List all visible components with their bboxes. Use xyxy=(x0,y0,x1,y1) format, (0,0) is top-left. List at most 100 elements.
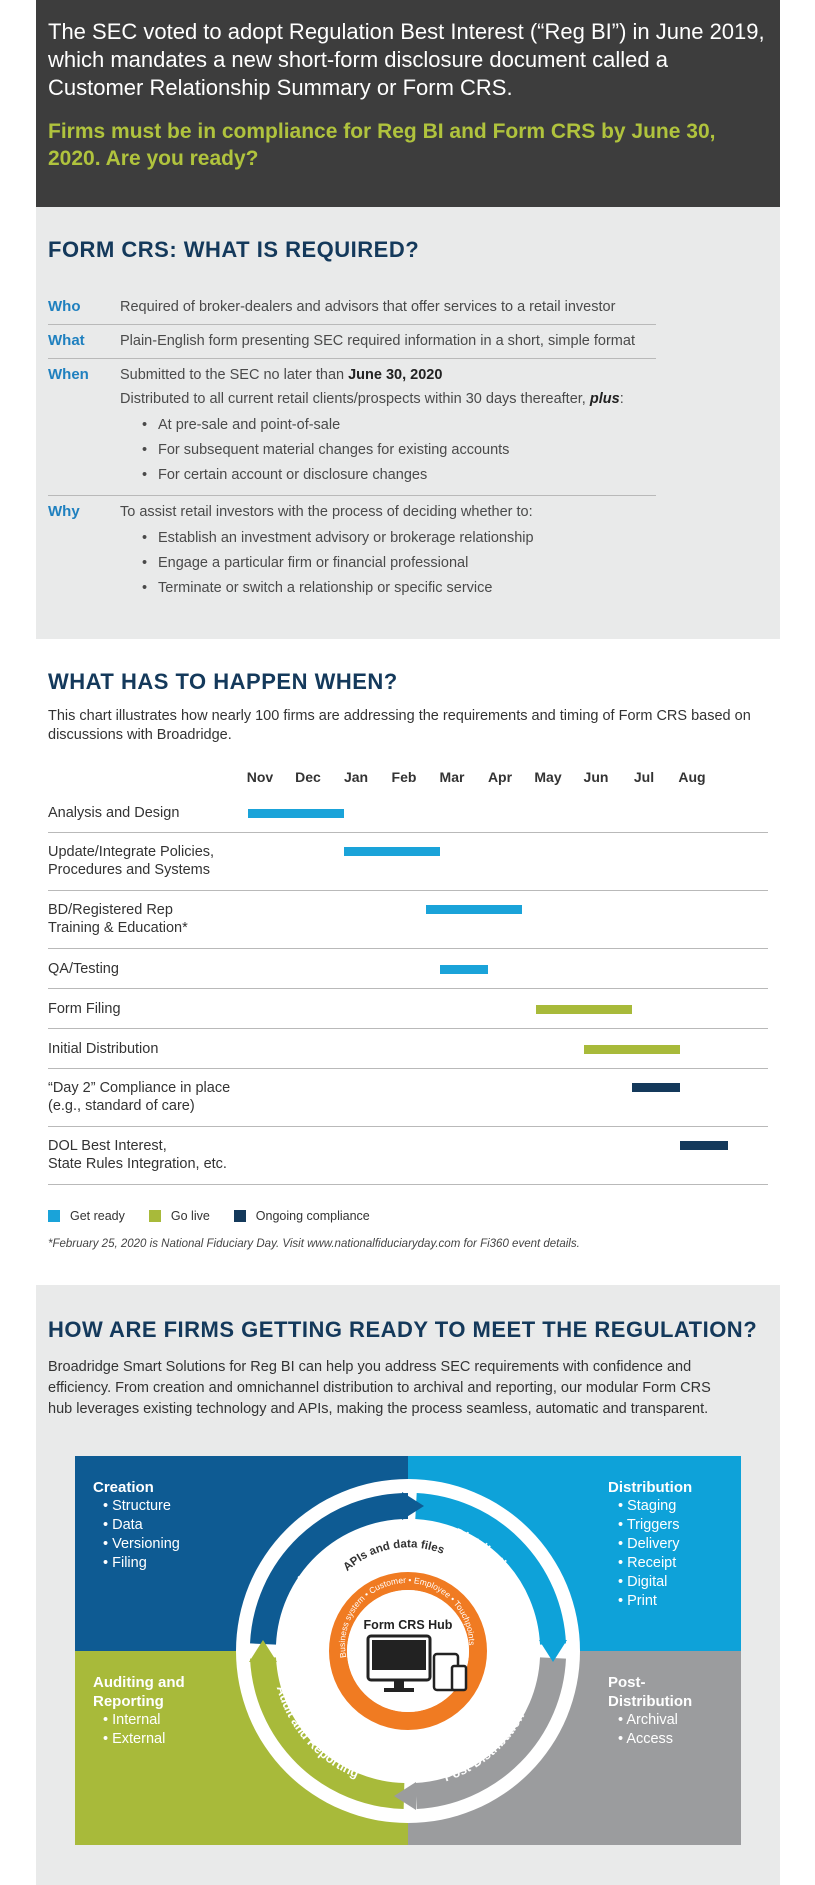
when-text-2: Distributed to all current retail client… xyxy=(120,391,590,407)
readiness-description: Broadridge Smart Solutions for Reg BI ca… xyxy=(48,1359,711,1417)
when-plus: plus xyxy=(589,391,620,407)
readiness-section: HOW ARE FIRMS GETTING READY TO MEET THE … xyxy=(36,1285,780,1885)
arrow-down-icon xyxy=(539,1640,567,1662)
ring-segment-audit xyxy=(250,1657,405,1809)
task-bar xyxy=(440,965,488,974)
task-label: DOL Best Interest, State Rules Integratio… xyxy=(48,1138,227,1172)
legend-item: Go live xyxy=(148,1209,210,1223)
hub-ring xyxy=(329,1572,487,1730)
quadrant-list: Staging Triggers Delivery Receipt Digita… xyxy=(608,1497,723,1611)
gantt-rows: Analysis and Design Update/Integrate Poli… xyxy=(48,793,768,1185)
month-label-may: May xyxy=(534,769,562,785)
list-item: Archival xyxy=(608,1711,723,1730)
task-label: Initial Distribution xyxy=(48,1041,159,1057)
list-item: Access xyxy=(608,1730,723,1749)
gantt-row: Analysis and Design xyxy=(48,793,768,833)
legend-label: Get ready xyxy=(70,1209,125,1223)
quadrant-title-line: Auditing and xyxy=(93,1673,185,1691)
task-bar xyxy=(680,1141,728,1150)
task-label: QA/Testing xyxy=(48,961,119,977)
hero-banner: The SEC voted to adopt Regulation Best I… xyxy=(36,0,780,207)
task-bar xyxy=(632,1083,680,1092)
month-label-jul: Jul xyxy=(633,769,655,785)
legend-item: Ongoing compliance xyxy=(233,1209,370,1223)
gantt-row: “Day 2” Compliance in place (e.g., standa… xyxy=(48,1069,768,1127)
legend-label: Go live xyxy=(170,1209,210,1223)
legend-swatch xyxy=(233,1210,246,1222)
gantt-row: BD/Registered Rep Training & Education* xyxy=(48,891,768,949)
task-label: Form Filing xyxy=(48,1001,121,1017)
req-key: What xyxy=(48,332,85,349)
quadrant-title: Creation xyxy=(93,1479,154,1496)
task-bar xyxy=(344,847,440,856)
phone-icon xyxy=(450,1664,468,1692)
legend-swatch xyxy=(148,1210,161,1222)
quadrant-list: Structure Data Versioning Filing xyxy=(93,1497,390,1573)
quadrant-list: Archival Access xyxy=(608,1711,723,1749)
legend-item: Get ready xyxy=(48,1209,125,1223)
req-value: Plain-English form presenting SEC requir… xyxy=(120,333,635,349)
timeline-description: This chart illustrates how nearly 100 fi… xyxy=(48,708,751,743)
task-label: BD/Registered Rep Training & Education* xyxy=(48,902,188,936)
list-item: Triggers xyxy=(608,1516,723,1535)
req-key: Why xyxy=(48,503,80,520)
quadrant-title: Distribution xyxy=(608,1479,693,1496)
hero-intro: The SEC voted to adopt Regulation Best I… xyxy=(48,19,765,100)
month-label-mar: Mar xyxy=(439,769,465,785)
req-row-when: When Submitted to the SEC no later than … xyxy=(48,359,656,496)
month-label-jan: Jan xyxy=(343,769,369,785)
task-label: “Day 2” Compliance in place (e.g., standa… xyxy=(48,1080,231,1114)
list-item: Structure xyxy=(93,1497,390,1516)
req-row-what: What Plain-English form presenting SEC r… xyxy=(48,325,656,359)
quadrant-title: Auditing and Reporting xyxy=(93,1673,390,1711)
timeline-footnote: *February 25, 2020 is National Fiduciary… xyxy=(48,1238,580,1250)
list-item: For subsequent material changes for exis… xyxy=(120,438,656,463)
hub-title: Form CRS Hub xyxy=(364,1618,453,1632)
requirements-title: FORM CRS: WHAT IS REQUIRED? xyxy=(48,237,420,262)
req-key: Who xyxy=(48,298,81,315)
list-item: Filing xyxy=(93,1554,390,1573)
when-date: June 30, 2020 xyxy=(348,367,443,383)
gantt-row: Update/Integrate Policies, Procedures and… xyxy=(48,833,768,891)
month-label-jun: Jun xyxy=(583,769,609,785)
req-row-who: Who Required of broker-dealers and advis… xyxy=(48,291,656,325)
readiness-title: HOW ARE FIRMS GETTING READY TO MEET THE … xyxy=(48,1317,758,1342)
legend-label: Ongoing compliance xyxy=(255,1209,370,1223)
when-colon: : xyxy=(619,391,624,407)
req-value: Required of broker-dealers and advisors … xyxy=(120,299,616,315)
list-item: External xyxy=(93,1730,390,1749)
timeline-section: WHAT HAS TO HAPPEN WHEN? This chart illu… xyxy=(36,639,780,1279)
gantt-row: Initial Distribution xyxy=(48,1029,768,1069)
why-bullets: Establish an investment advisory or brok… xyxy=(120,526,656,601)
month-label-apr: Apr xyxy=(487,769,513,785)
gantt-chart: Nov Dec Jan Feb Mar Apr May Jun Jul Aug Analysis … xyxy=(48,769,768,1185)
chart-legend: Get ready Go live Ongoing compliance xyxy=(48,1209,370,1223)
when-text: Submitted to the SEC no later than xyxy=(120,367,349,383)
month-label-aug: Aug xyxy=(678,769,706,785)
arrow-left-icon xyxy=(394,1782,416,1810)
list-item: Engage a particular firm or financial pr… xyxy=(120,551,656,576)
list-item: Versioning xyxy=(93,1535,390,1554)
task-bar xyxy=(248,809,344,818)
gantt-row: DOL Best Interest, State Rules Integratio… xyxy=(48,1127,768,1185)
when-bullets: At pre-sale and point-of-sale For subseq… xyxy=(120,413,656,488)
month-axis: Nov Dec Jan Feb Mar Apr May Jun Jul Aug xyxy=(48,769,768,793)
req-key: When xyxy=(48,366,89,383)
list-item: Data xyxy=(93,1516,390,1535)
arrow-right-icon xyxy=(402,1492,424,1520)
month-label-dec: Dec xyxy=(295,769,321,785)
quadrant-list: Internal External xyxy=(93,1711,390,1749)
list-item: Delivery xyxy=(608,1535,723,1554)
list-item: Establish an investment advisory or brok… xyxy=(120,526,656,551)
ring-segment-creation xyxy=(250,1492,409,1645)
task-bar xyxy=(536,1005,632,1014)
req-value: To assist retail investors with the proc… xyxy=(120,502,656,601)
task-label: Update/Integrate Policies, Procedures and… xyxy=(48,844,215,878)
why-text: To assist retail investors with the proc… xyxy=(120,504,533,520)
ring-segment-distribution xyxy=(415,1493,566,1645)
req-row-why: Why To assist retail investors with the … xyxy=(48,496,656,608)
requirements-table: Who Required of broker-dealers and advis… xyxy=(48,291,656,608)
list-item: Print xyxy=(608,1592,723,1611)
list-item: At pre-sale and point-of-sale xyxy=(120,413,656,438)
list-item: Digital xyxy=(608,1573,723,1592)
